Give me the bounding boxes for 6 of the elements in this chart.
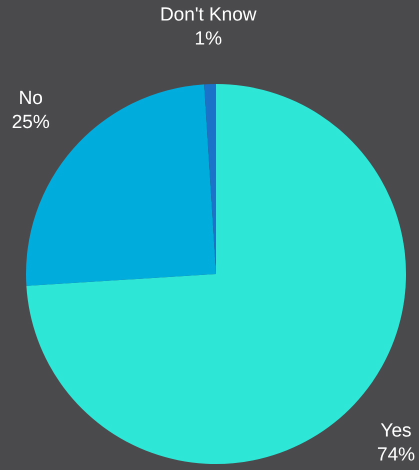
slice-label: Yes (380, 420, 412, 442)
slice-label: Don't Know (160, 4, 257, 26)
data-label: 1% (194, 28, 222, 50)
data-label: 74% (377, 444, 416, 466)
slice-label: No (18, 88, 43, 109)
data-label: 25% (12, 112, 50, 133)
